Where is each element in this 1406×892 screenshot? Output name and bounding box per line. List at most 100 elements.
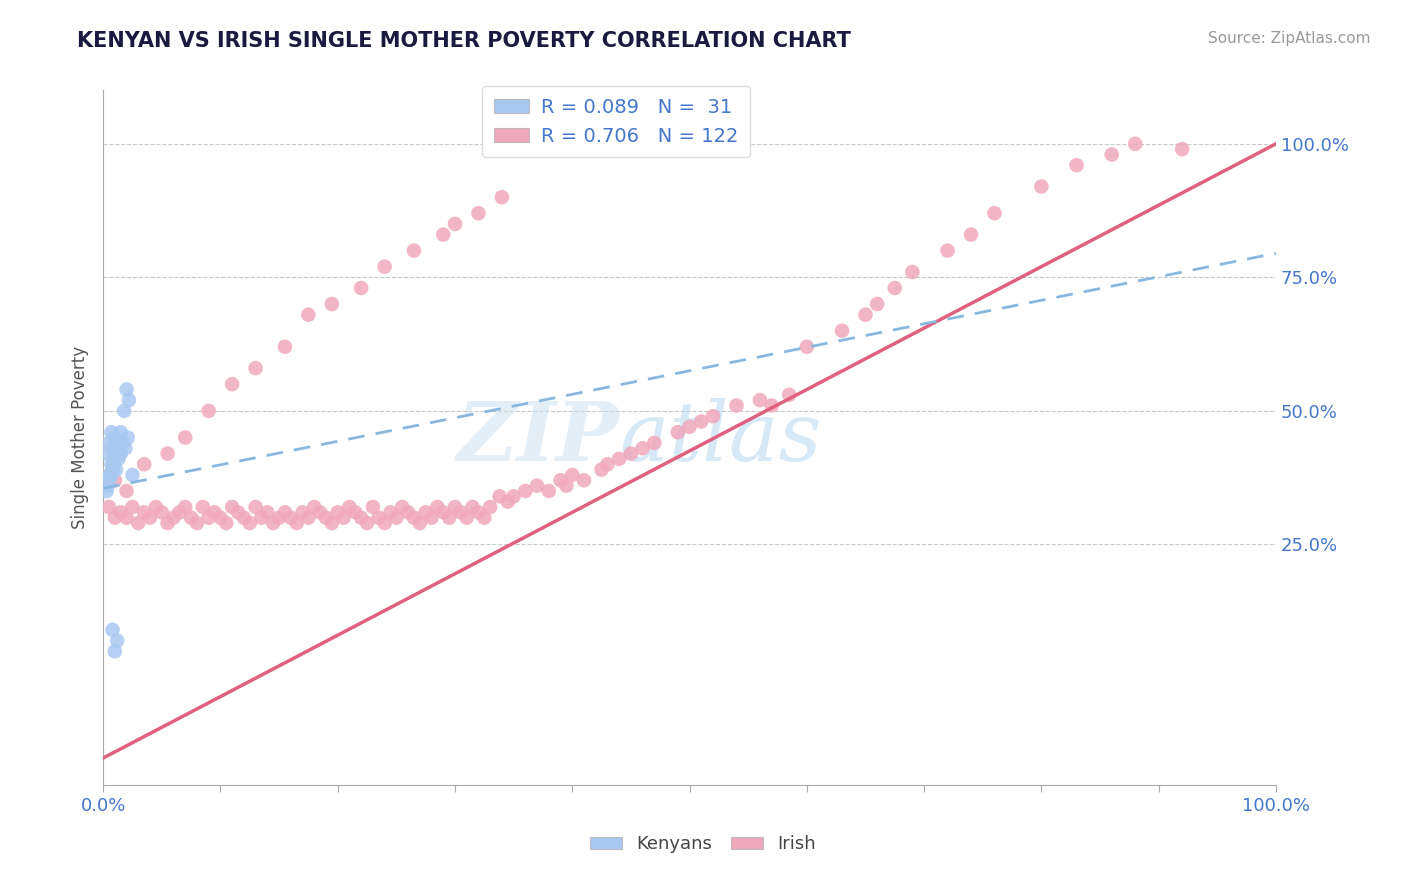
Point xyxy=(326,505,349,519)
Point xyxy=(156,447,179,461)
Point xyxy=(121,467,143,482)
Point xyxy=(479,500,502,514)
Point xyxy=(396,505,419,519)
Point xyxy=(866,297,889,311)
Point xyxy=(97,478,120,492)
Point xyxy=(110,447,132,461)
Text: ZIP: ZIP xyxy=(457,398,619,477)
Point xyxy=(121,500,143,514)
Point xyxy=(332,510,354,524)
Point xyxy=(100,467,122,482)
Point xyxy=(515,483,537,498)
Point xyxy=(98,467,121,482)
Point xyxy=(467,206,489,220)
Point xyxy=(169,505,191,519)
Point xyxy=(555,478,578,492)
Point xyxy=(114,442,136,456)
Point xyxy=(96,483,118,498)
Point xyxy=(344,505,367,519)
Point xyxy=(280,510,302,524)
Point xyxy=(204,505,226,519)
Point xyxy=(591,462,613,476)
Point xyxy=(690,415,713,429)
Point xyxy=(98,436,121,450)
Point xyxy=(350,281,373,295)
Point xyxy=(262,516,284,530)
Point xyxy=(339,500,361,514)
Legend: Kenyans, Irish: Kenyans, Irish xyxy=(582,829,824,861)
Point xyxy=(101,442,124,456)
Point xyxy=(561,467,583,482)
Point xyxy=(174,431,197,445)
Point xyxy=(778,388,800,402)
Point xyxy=(162,510,184,524)
Point xyxy=(380,505,402,519)
Point xyxy=(134,457,156,471)
Point xyxy=(104,431,127,445)
Point xyxy=(1123,136,1146,151)
Point xyxy=(115,383,138,397)
Point xyxy=(444,217,467,231)
Point xyxy=(572,473,595,487)
Point xyxy=(110,436,132,450)
Point xyxy=(901,265,924,279)
Point xyxy=(1066,158,1088,172)
Point xyxy=(297,510,319,524)
Point xyxy=(761,399,783,413)
Point xyxy=(274,340,297,354)
Point xyxy=(174,500,197,514)
Point xyxy=(103,451,125,466)
Point xyxy=(115,510,138,524)
Point xyxy=(467,505,489,519)
Point xyxy=(232,510,254,524)
Point xyxy=(291,505,314,519)
Point xyxy=(450,505,472,519)
Point xyxy=(983,206,1005,220)
Point xyxy=(115,483,138,498)
Point xyxy=(127,516,149,530)
Point xyxy=(361,500,384,514)
Point xyxy=(101,462,124,476)
Point xyxy=(215,516,238,530)
Point xyxy=(725,399,748,413)
Point xyxy=(367,510,389,524)
Point xyxy=(883,281,905,295)
Point xyxy=(134,505,156,519)
Point xyxy=(180,510,202,524)
Point xyxy=(437,510,460,524)
Point xyxy=(221,377,243,392)
Point xyxy=(402,244,425,258)
Point xyxy=(402,510,425,524)
Point xyxy=(426,500,449,514)
Point xyxy=(496,494,519,508)
Point xyxy=(315,510,337,524)
Point xyxy=(104,473,127,487)
Text: KENYAN VS IRISH SINGLE MOTHER POVERTY CORRELATION CHART: KENYAN VS IRISH SINGLE MOTHER POVERTY CO… xyxy=(77,31,851,51)
Point xyxy=(678,420,700,434)
Point xyxy=(239,516,262,530)
Point xyxy=(432,227,454,242)
Point xyxy=(537,483,560,498)
Y-axis label: Single Mother Poverty: Single Mother Poverty xyxy=(72,346,89,529)
Point xyxy=(191,500,214,514)
Point xyxy=(1031,179,1053,194)
Point xyxy=(643,436,665,450)
Point xyxy=(112,436,135,450)
Point xyxy=(831,324,853,338)
Point xyxy=(620,447,643,461)
Point xyxy=(221,500,243,514)
Point xyxy=(250,510,273,524)
Point xyxy=(309,505,332,519)
Point xyxy=(112,404,135,418)
Point xyxy=(702,409,724,424)
Point xyxy=(105,462,128,476)
Point xyxy=(936,244,959,258)
Point xyxy=(145,500,167,514)
Point xyxy=(391,500,413,514)
Point xyxy=(117,431,139,445)
Point xyxy=(274,505,297,519)
Point xyxy=(197,510,219,524)
Point xyxy=(297,308,319,322)
Point xyxy=(472,510,495,524)
Point xyxy=(415,505,437,519)
